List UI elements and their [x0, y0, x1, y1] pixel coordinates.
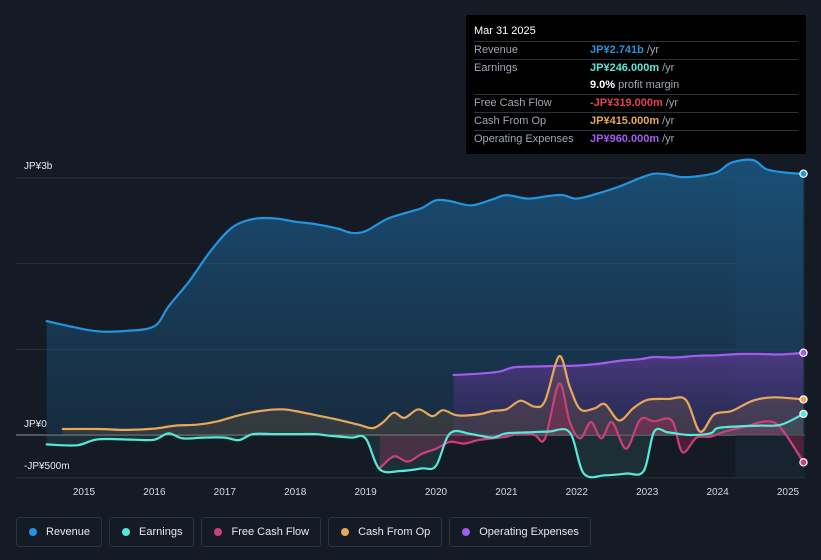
- earnings-line: [45, 412, 805, 479]
- x-tick-2022: 2022: [566, 487, 589, 498]
- free-cash-flow-area: [379, 383, 804, 469]
- series-endpoints: [799, 169, 808, 467]
- x-tick-2025: 2025: [777, 487, 800, 498]
- y-label-1: JP¥0: [24, 419, 47, 430]
- legend: Revenue Earnings Free Cash Flow Cash From O…: [16, 517, 591, 547]
- series-lines: [45, 158, 805, 479]
- x-tick-2024: 2024: [706, 487, 729, 498]
- tooltip-row-label: Earnings: [474, 62, 518, 74]
- legend-label: Cash From Op: [358, 526, 431, 538]
- earnings-area: [46, 413, 804, 478]
- x-tick-2023: 2023: [636, 487, 659, 498]
- tooltip-row-unit: /yr: [665, 97, 679, 109]
- free-cash-flow-endpoint: [799, 458, 808, 467]
- legend-item-cash-from-op[interactable]: Cash From Op: [328, 517, 443, 547]
- tooltip-row-label: Revenue: [474, 44, 519, 56]
- legend-dot-icon: [341, 528, 350, 536]
- legend-dot-icon: [214, 528, 223, 536]
- tooltip-row-unit: profit margin: [618, 79, 680, 91]
- tooltip-row: Revenue JP¥2.741b/yr: [474, 41, 798, 59]
- legend-label: Free Cash Flow: [231, 526, 310, 538]
- legend-label: Revenue: [46, 526, 91, 538]
- operating-expenses-endpoint: [799, 348, 808, 357]
- legend-label: Earnings: [139, 526, 183, 538]
- tooltip-row-unit: /yr: [662, 115, 675, 127]
- legend-item-earnings[interactable]: Earnings: [109, 517, 195, 547]
- free-cash-flow-line: [378, 382, 805, 470]
- tooltip-row: Earnings JP¥246.000m/yr: [474, 59, 798, 77]
- x-tick-2015: 2015: [73, 487, 96, 498]
- tooltip-row-value: 9.0%: [590, 79, 616, 91]
- cash-from-op-endpoint: [799, 395, 808, 404]
- tooltip-date: Mar 31 2025: [474, 25, 536, 37]
- legend-dot-icon: [122, 528, 131, 536]
- tooltip-row-value: JP¥415.000m: [590, 115, 660, 127]
- x-tick-2017: 2017: [214, 487, 237, 498]
- legend-dot-icon: [29, 528, 37, 536]
- tooltip-row-value: JP¥246.000m: [590, 62, 660, 74]
- x-tick-2020: 2020: [425, 487, 448, 498]
- tooltip-row: Operating Expenses JP¥960.000m/yr: [474, 130, 798, 148]
- legend-item-operating-expenses[interactable]: Operating Expenses: [449, 517, 591, 547]
- operating-expenses-line: [452, 351, 805, 377]
- x-axis-ticks: 2015 2016 2017 2018 2019 2020 2021 2022 2023 2024…: [73, 487, 800, 498]
- tooltip-row-unit: /yr: [646, 44, 660, 56]
- tooltip-row-value: -JP¥319.000m: [590, 97, 663, 109]
- x-tick-2019: 2019: [354, 487, 377, 498]
- tooltip-row: 9.0% profit margin: [474, 77, 798, 94]
- legend-label: Operating Expenses: [479, 526, 579, 538]
- tooltip-row-label: Cash From Op: [474, 115, 547, 127]
- tooltip-row-unit: /yr: [662, 133, 675, 145]
- tooltip-row-label: Operating Expenses: [474, 133, 574, 145]
- earnings-endpoint: [799, 409, 808, 419]
- tooltip-row: Free Cash Flow -JP¥319.000m/yr: [474, 94, 798, 112]
- y-label-2: -JP¥500m: [24, 461, 70, 472]
- tooltip: Mar 31 2025 Revenue JP¥2.741b/yr Earnings J…: [466, 15, 806, 154]
- tooltip-row-label: [474, 77, 590, 94]
- tooltip-row-value: JP¥2.741b: [590, 44, 644, 56]
- y-axis-labels: JP¥3b JP¥0 -JP¥500m: [24, 161, 70, 472]
- tooltip-rows: Revenue JP¥2.741b/yr Earnings JP¥246.000m/y…: [474, 41, 798, 148]
- tooltip-row: Cash From Op JP¥415.000m/yr: [474, 112, 798, 130]
- legend-item-revenue[interactable]: Revenue: [16, 517, 103, 547]
- legend-item-free-cash-flow[interactable]: Free Cash Flow: [201, 517, 322, 547]
- revenue-line: [45, 158, 805, 333]
- revenue-endpoint: [799, 169, 808, 178]
- tooltip-row-value: JP¥960.000m: [590, 133, 660, 145]
- legend-dot-icon: [462, 528, 471, 536]
- x-tick-2016: 2016: [143, 487, 166, 498]
- x-tick-2021: 2021: [495, 487, 518, 498]
- y-label-0: JP¥3b: [24, 161, 53, 172]
- tooltip-row-unit: /yr: [662, 62, 675, 74]
- x-tick-2018: 2018: [284, 487, 307, 498]
- cash-from-op-line: [61, 355, 805, 433]
- cash-from-op-area: [62, 356, 804, 435]
- tooltip-row-label: Free Cash Flow: [474, 97, 552, 109]
